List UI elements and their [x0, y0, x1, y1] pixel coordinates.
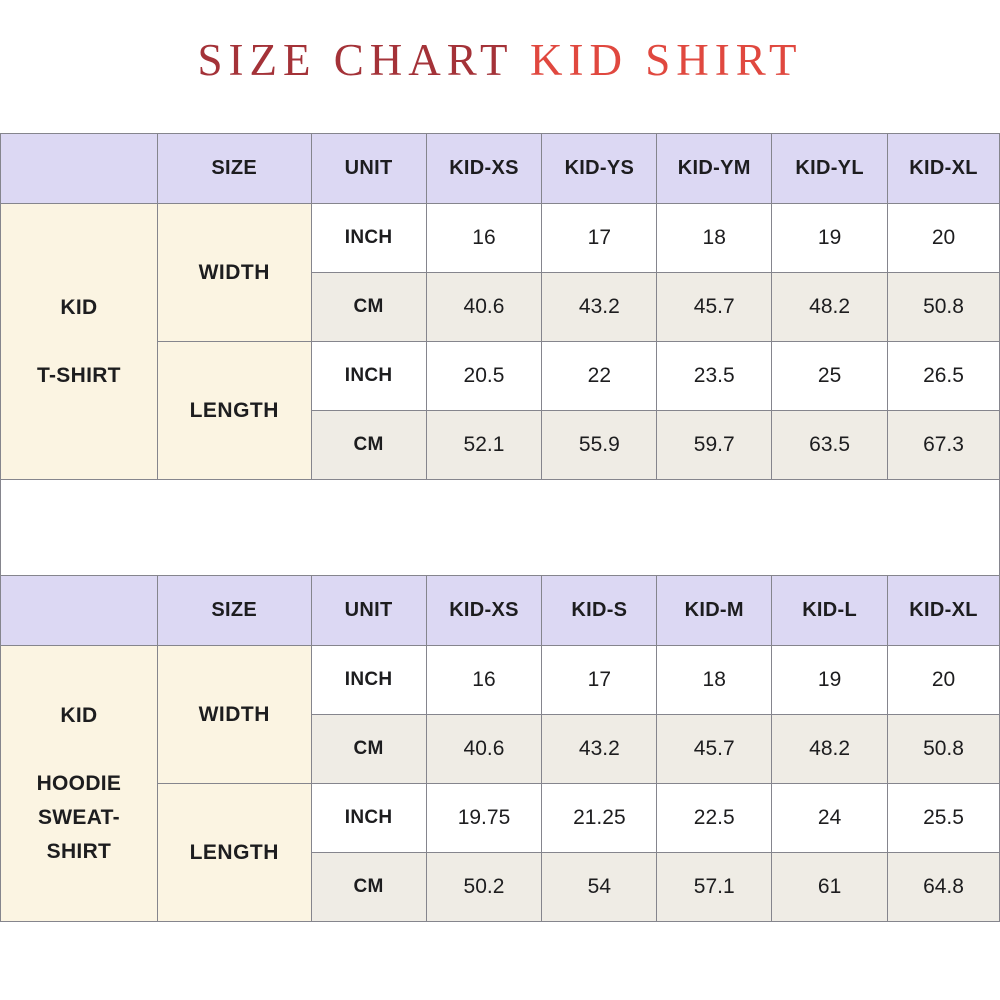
tshirt-width-inch-row: KID T-SHIRT WIDTH INCH 16 17 18 19 20 — [0, 203, 1000, 480]
value-cell: 59.7 — [656, 410, 773, 480]
value-cell: 25 — [771, 341, 889, 411]
unit-inch: INCH — [310, 783, 427, 853]
value-cell: 63.5 — [771, 410, 889, 480]
unit-inch: INCH — [310, 645, 427, 715]
value-cell: 45.7 — [656, 714, 773, 784]
value-cell: 50.8 — [887, 714, 1000, 784]
column-header-kid-m: KID-M — [656, 575, 773, 646]
value-cell: 67.3 — [887, 410, 1000, 480]
value-cell: 50.2 — [425, 852, 543, 922]
dimension-length: LENGTH — [156, 341, 312, 480]
value-cell: 45.7 — [656, 272, 773, 342]
value-cell: 55.9 — [541, 410, 658, 480]
value-cell: 64.8 — [887, 852, 1000, 922]
value-cell: 17 — [541, 203, 658, 273]
value-cell: 20.5 — [425, 341, 543, 411]
tshirt-header-row: SIZE UNIT KID-XS KID-YS KID-YM KID-YL KI… — [0, 133, 1000, 204]
corner-cell — [0, 133, 158, 204]
value-cell: 21.25 — [541, 783, 658, 853]
column-header-kid-ym: KID-YM — [656, 133, 773, 204]
value-cell: 50.8 — [887, 272, 1000, 342]
unit-inch: INCH — [310, 203, 427, 273]
column-header-kid-yl: KID-YL — [771, 133, 889, 204]
value-cell: 22.5 — [656, 783, 773, 853]
hoodie-length-inch-row: LENGTH INCH 19.75 21.25 22.5 24 25.5 — [1, 783, 1000, 922]
value-cell: 18 — [656, 645, 773, 715]
dimension-length: LENGTH — [156, 783, 312, 922]
unit-header: UNIT — [310, 133, 427, 204]
value-cell: 22 — [541, 341, 658, 411]
value-cell: 43.2 — [541, 272, 658, 342]
value-cell: 19 — [771, 645, 889, 715]
value-cell: 40.6 — [425, 714, 543, 784]
value-cell: 24 — [771, 783, 889, 853]
product-label-hoodie: KID HOODIE SWEAT- SHIRT — [0, 645, 158, 922]
tshirt-length-cm-row: CM 52.1 55.9 59.7 63.5 67.3 — [1, 410, 1000, 480]
column-header-kid-xl: KID-XL — [887, 575, 1000, 646]
value-cell: 17 — [541, 645, 658, 715]
hoodie-width-inch-row: KID HOODIE SWEAT- SHIRT WIDTH INCH 16 17… — [0, 645, 1000, 922]
value-cell: 40.6 — [425, 272, 543, 342]
value-cell: 48.2 — [771, 714, 889, 784]
value-cell: 19 — [771, 203, 889, 273]
value-cell: 16 — [425, 645, 543, 715]
unit-cm: CM — [310, 410, 427, 480]
value-cell: 23.5 — [656, 341, 773, 411]
hoodie-width-cm-row: CM 40.6 43.2 45.7 48.2 50.8 — [1, 714, 1000, 784]
column-header-kid-ys: KID-YS — [541, 133, 658, 204]
value-cell: 54 — [541, 852, 658, 922]
dimension-width: WIDTH — [156, 645, 312, 784]
column-header-kid-xs: KID-XS — [425, 575, 543, 646]
value-cell: 52.1 — [425, 410, 543, 480]
spacer-row — [0, 479, 1000, 576]
value-cell: 18 — [656, 203, 773, 273]
value-cell: 20 — [887, 645, 1000, 715]
value-cell: 16 — [425, 203, 543, 273]
value-cell: 19.75 — [425, 783, 543, 853]
corner-cell — [0, 575, 158, 646]
value-cell: 61 — [771, 852, 889, 922]
spacer-cell — [0, 479, 1000, 576]
page-title: SIZE CHART KID SHIRT — [0, 34, 1000, 86]
size-header: SIZE — [156, 133, 312, 204]
hoodie-header-row: SIZE UNIT KID-XS KID-S KID-M KID-L KID-X… — [0, 575, 1000, 646]
unit-cm: CM — [310, 714, 427, 784]
dimension-width: WIDTH — [156, 203, 312, 342]
value-cell: 57.1 — [656, 852, 773, 922]
tshirt-width-cm-row: CM 40.6 43.2 45.7 48.2 50.8 — [1, 272, 1000, 342]
column-header-kid-xs: KID-XS — [425, 133, 543, 204]
page-title-part1: SIZE CHART — [197, 35, 530, 85]
value-cell: 25.5 — [887, 783, 1000, 853]
column-header-kid-xl: KID-XL — [887, 133, 1000, 204]
product-label-tshirt: KID T-SHIRT — [0, 203, 158, 480]
size-chart-table: SIZE UNIT KID-XS KID-YS KID-YM KID-YL KI… — [0, 133, 1000, 922]
value-cell: 26.5 — [887, 341, 1000, 411]
value-cell: 20 — [887, 203, 1000, 273]
size-header: SIZE — [156, 575, 312, 646]
column-header-kid-l: KID-L — [771, 575, 889, 646]
hoodie-length-cm-row: CM 50.2 54 57.1 61 64.8 — [1, 852, 1000, 922]
value-cell: 48.2 — [771, 272, 889, 342]
unit-header: UNIT — [310, 575, 427, 646]
unit-cm: CM — [310, 272, 427, 342]
unit-inch: INCH — [310, 341, 427, 411]
column-header-kid-s: KID-S — [541, 575, 658, 646]
value-cell: 43.2 — [541, 714, 658, 784]
page-title-part2: KID SHIRT — [529, 35, 803, 85]
unit-cm: CM — [310, 852, 427, 922]
tshirt-length-inch-row: LENGTH INCH 20.5 22 23.5 25 26.5 — [1, 341, 1000, 480]
